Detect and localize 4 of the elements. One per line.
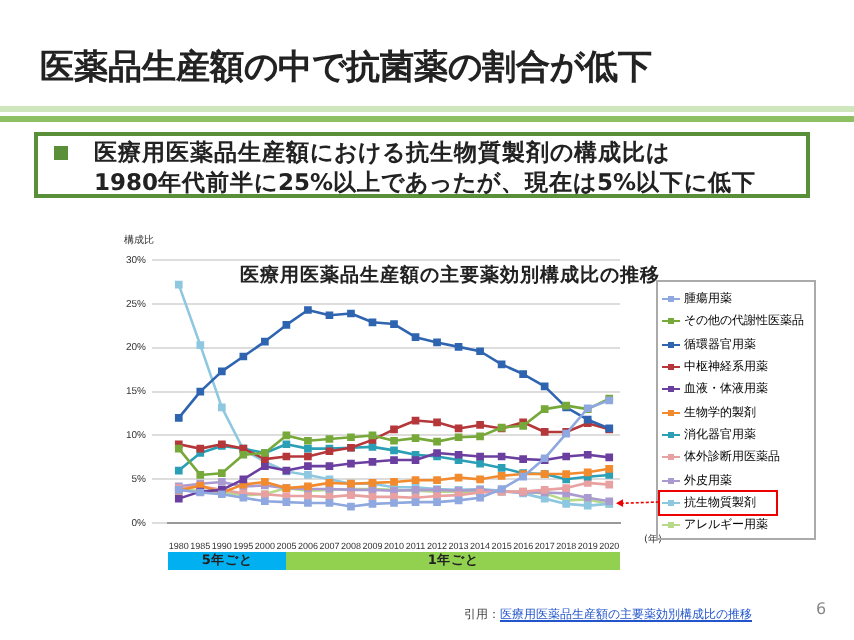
chart-title: 医薬品生産額の中で抗菌薬の割合が低下 <box>40 46 652 90</box>
text: 6 <box>816 600 827 618</box>
annotation: 医療用医薬品生産額の主要薬効別構成比の推移 <box>240 262 661 287</box>
chart-subtitle: 医療用医薬品生産額における抗生物質製剤の構成比は 1980年代前半に25%以上であったが、現在は5%以下に低下 <box>94 138 757 196</box>
